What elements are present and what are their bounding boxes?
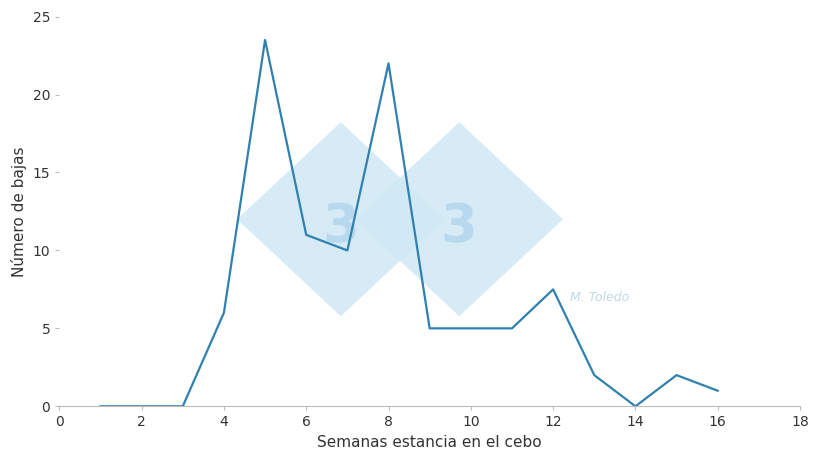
Polygon shape <box>237 122 444 316</box>
X-axis label: Semanas estancia en el cebo: Semanas estancia en el cebo <box>317 435 541 450</box>
Text: 3: 3 <box>322 201 359 253</box>
Y-axis label: Número de bajas: Número de bajas <box>11 146 27 277</box>
Text: M. Toledo: M. Toledo <box>570 291 629 304</box>
Polygon shape <box>355 122 563 316</box>
Text: 3: 3 <box>441 201 477 253</box>
